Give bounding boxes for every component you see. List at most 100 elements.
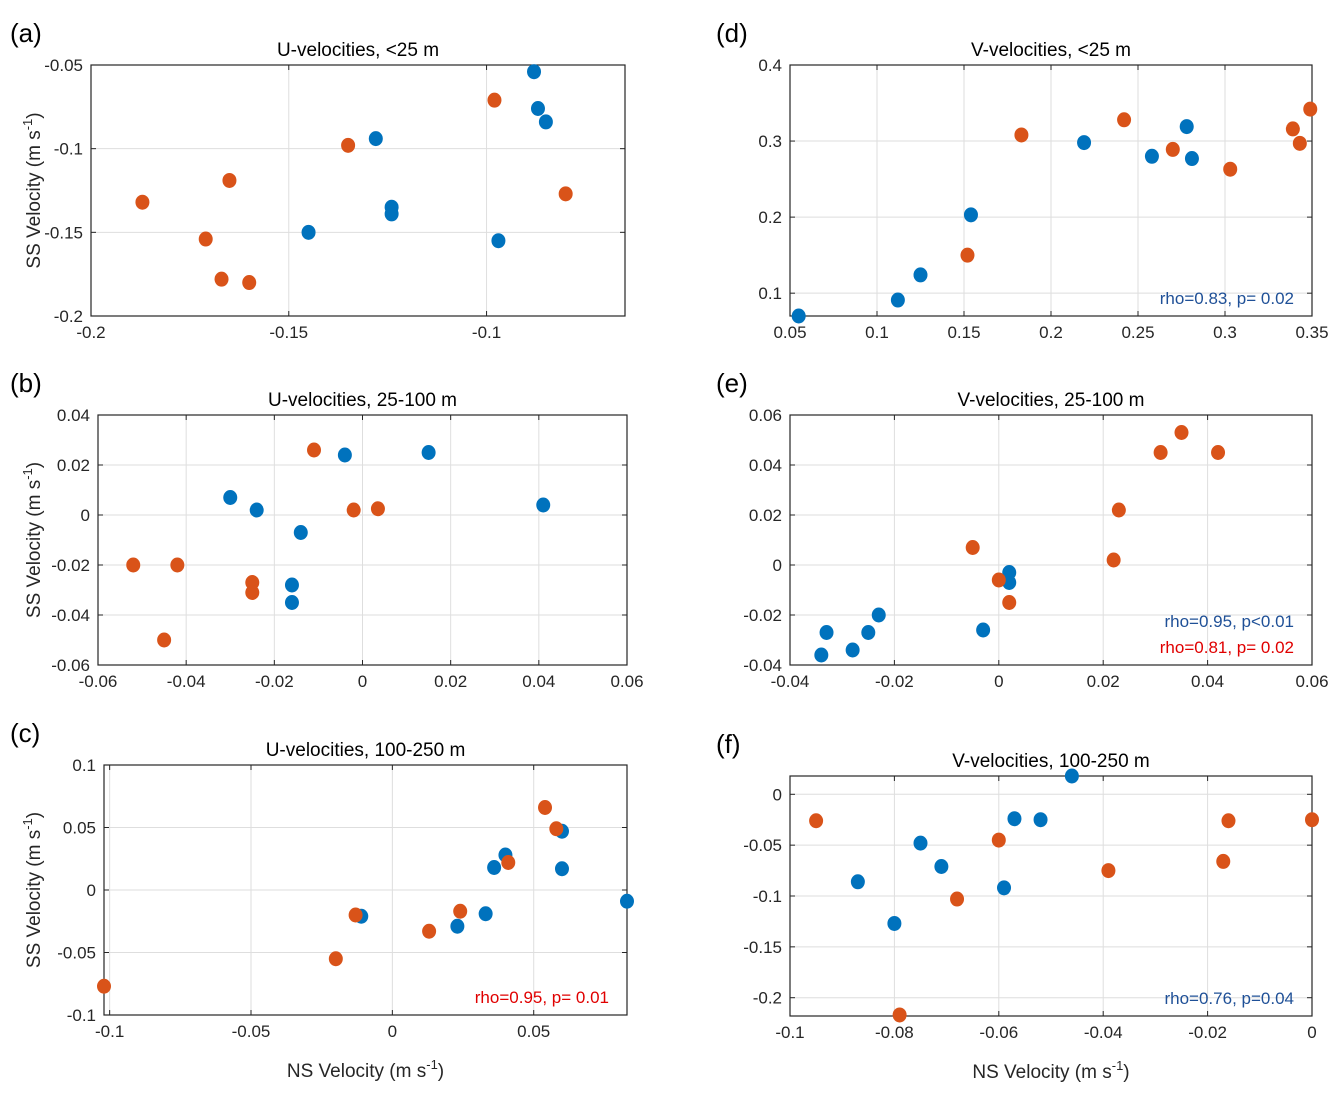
y-axis-label: SS Velocity (m s-1) <box>20 112 45 268</box>
axes-frame <box>789 775 1313 1017</box>
data-point-blue <box>368 131 383 147</box>
data-point-orange <box>348 907 363 923</box>
x-tick-label: -0.06 <box>79 672 118 691</box>
data-point-blue <box>249 502 264 518</box>
y-tick-label: 0 <box>773 556 782 575</box>
correlation-annotation: rho=0.95, p<0.01 <box>1164 612 1294 631</box>
y-tick-label: -0.05 <box>743 836 782 855</box>
data-point-orange <box>991 832 1006 848</box>
data-point-blue <box>536 497 551 513</box>
data-point-orange <box>198 231 213 247</box>
y-axis-label: SS Velocity (m s-1) <box>20 812 45 968</box>
data-point-blue <box>791 308 806 324</box>
x-tick-label: 0.02 <box>434 672 467 691</box>
x-tick-label: 0.05 <box>773 323 806 342</box>
panel-label: (e) <box>716 368 748 398</box>
y-tick-label: -0.2 <box>753 989 782 1008</box>
data-point-blue <box>850 874 865 890</box>
x-tick-label: -0.04 <box>771 672 810 691</box>
correlation-annotation: rho=0.83, p= 0.02 <box>1160 289 1294 308</box>
panel-b: -0.06 -0.04 -0.02 0 0.02 0.04 0.06 -0.06 -0.04 -0… <box>10 368 644 691</box>
data-point-orange <box>126 557 141 573</box>
x-tick-label: 0 <box>388 1022 397 1041</box>
panel-title: U-velocities, 25-100 m <box>268 390 457 411</box>
data-point-blue <box>284 595 299 610</box>
data-point-orange <box>1303 101 1318 117</box>
y-tick-label: 0 <box>87 881 96 900</box>
x-tick-label: -0.02 <box>1188 1023 1227 1042</box>
data-point-blue <box>337 447 352 463</box>
x-tick-label: 0.05 <box>517 1022 550 1041</box>
data-point-blue <box>814 647 829 663</box>
data-point-blue <box>538 114 553 130</box>
y-tick-label: 0.02 <box>57 456 90 475</box>
panel-f: -0.1 -0.08 -0.06 -0.04 -0.02 0 -0.2 -0.15 -0.1 -0… <box>716 729 1319 1083</box>
y-tick-label: -0.02 <box>51 556 90 575</box>
y-tick-label: 0 <box>81 506 90 525</box>
data-point-orange <box>1305 812 1319 828</box>
correlation-annotation: rho=0.81, p= 0.02 <box>1160 638 1294 657</box>
data-point-orange <box>1101 863 1116 879</box>
y-axis-label: SS Velocity (m s-1) <box>20 462 45 618</box>
data-point-orange <box>538 800 553 815</box>
panel-title: U-velocities, 100-250 m <box>266 740 466 761</box>
x-tick-label: -0.04 <box>1084 1023 1123 1042</box>
y-tick-label: 0.05 <box>63 819 96 838</box>
data-point-blue <box>819 625 834 640</box>
data-point-orange <box>549 821 564 837</box>
panel-c: -0.1 -0.05 0 0.05 -0.1 -0.05 0 0.05 0.1 U-velocit… <box>10 718 634 1082</box>
data-point-blue <box>1064 768 1079 784</box>
data-point-orange <box>809 813 824 829</box>
data-point-blue <box>845 642 860 658</box>
data-point-orange <box>1223 161 1238 177</box>
data-point-blue <box>934 859 949 875</box>
axes-frame <box>789 64 1313 317</box>
panel-title: U-velocities, <25 m <box>277 40 439 61</box>
y-tick-label: 0.06 <box>749 406 782 425</box>
data-point-blue <box>223 490 238 505</box>
y-tick-label: 0 <box>773 785 782 804</box>
x-tick-label: -0.02 <box>255 672 294 691</box>
axes-frame <box>97 414 628 666</box>
x-tick-label: -0.1 <box>472 323 501 342</box>
data-point-orange <box>1211 445 1226 460</box>
axes-frame <box>103 764 628 1016</box>
data-point-orange <box>422 923 437 939</box>
data-point-orange <box>328 951 343 967</box>
data-point-orange <box>501 855 516 870</box>
x-axis-label: NS Velocity (m s-1) <box>287 1057 444 1082</box>
panel-label: (a) <box>10 18 42 48</box>
x-tick-label: -0.05 <box>232 1022 271 1041</box>
data-point-blue <box>301 224 316 240</box>
x-tick-label: 0.04 <box>522 672 555 691</box>
x-axis-label: NS Velocity (m s-1) <box>972 1058 1129 1083</box>
panel-title: V-velocities, 100-250 m <box>952 751 1150 772</box>
x-tick-label: 0.02 <box>1087 672 1120 691</box>
data-point-orange <box>487 92 502 108</box>
data-point-orange <box>1106 552 1121 568</box>
data-point-orange <box>991 572 1006 588</box>
y-tick-label: -0.2 <box>54 307 83 326</box>
data-point-blue <box>1007 811 1022 827</box>
data-point-orange <box>965 540 980 555</box>
data-point-orange <box>214 271 229 287</box>
data-point-orange <box>157 632 172 648</box>
data-point-orange <box>1174 425 1189 440</box>
data-point-blue <box>284 577 299 593</box>
data-point-blue <box>861 625 876 640</box>
data-point-orange <box>1111 502 1126 518</box>
data-point-orange <box>1002 595 1017 610</box>
x-tick-label: -0.02 <box>875 672 914 691</box>
x-tick-label: 0 <box>994 672 1003 691</box>
panel-title: V-velocities, 25-100 m <box>958 390 1145 411</box>
data-point-blue <box>1002 575 1017 590</box>
x-tick-label: 0.3 <box>1213 323 1237 342</box>
data-point-blue <box>887 915 902 931</box>
data-point-blue <box>293 525 308 540</box>
y-tick-label: 0.1 <box>758 284 782 303</box>
panel-a: -0.2 -0.15 -0.1 -0.2 -0.15 -0.1 -0.05 U-velocit… <box>10 18 626 342</box>
y-tick-label: 0.04 <box>57 406 90 425</box>
data-point-blue <box>530 101 545 117</box>
x-tick-label: -0.08 <box>875 1023 914 1042</box>
data-point-orange <box>892 1007 907 1023</box>
